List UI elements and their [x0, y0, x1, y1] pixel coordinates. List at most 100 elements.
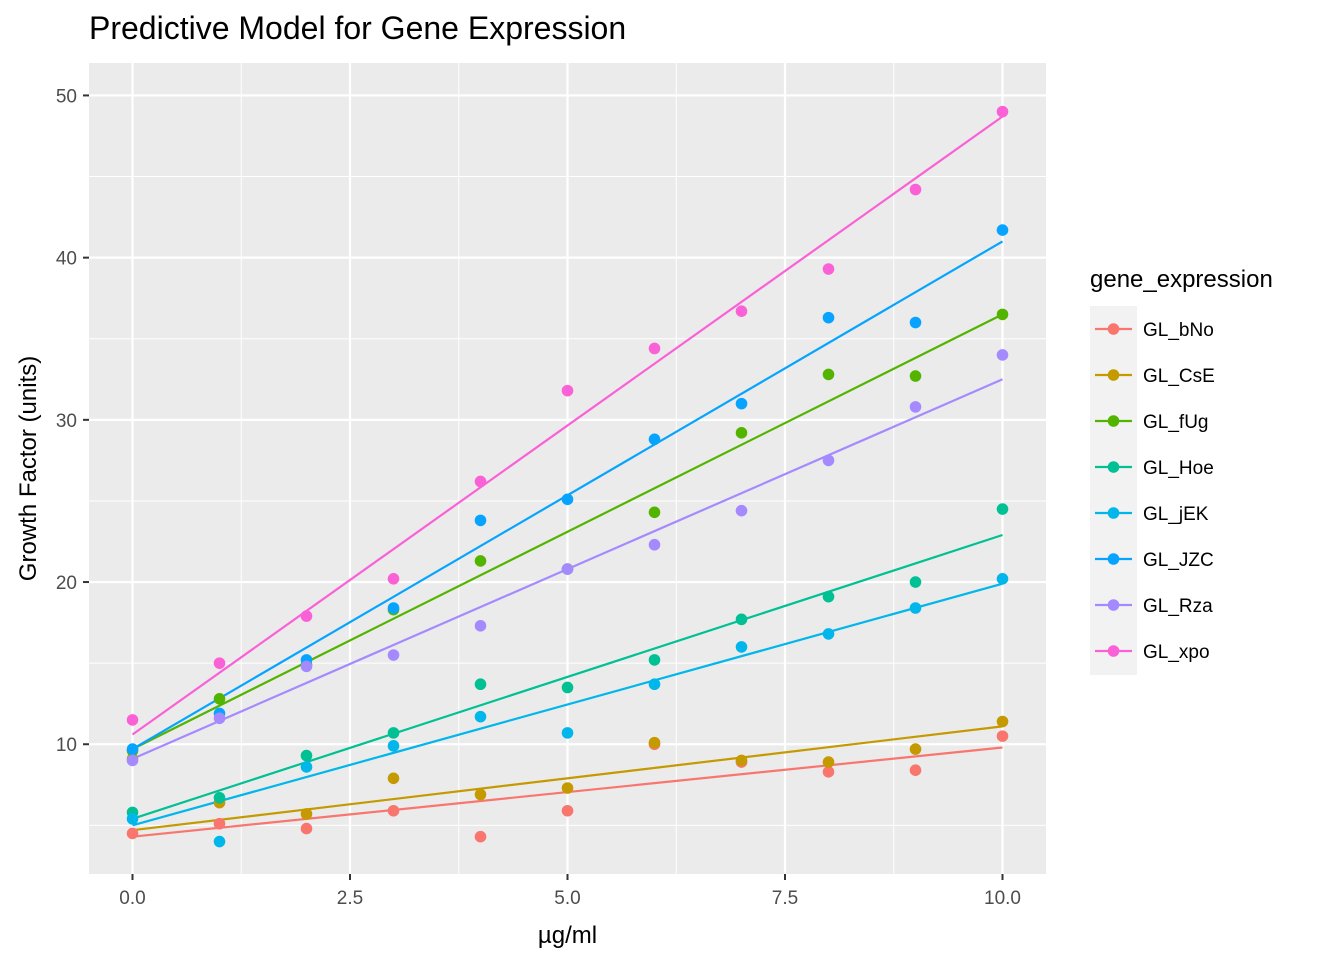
point-GL_Rza [822, 454, 835, 467]
point-GL_xpo [126, 714, 139, 726]
legend-label-GL_xpo: GL_xpo [1143, 642, 1210, 663]
point-GL_Rza [735, 504, 748, 517]
point-GL_bNo [474, 830, 487, 843]
x-axis-title: µg/ml [538, 922, 597, 949]
point-GL_jEK [822, 628, 835, 640]
legend-key-point-GL_jEK [1107, 507, 1120, 519]
chart-title: Predictive Model for Gene Expression [89, 10, 626, 46]
fit-line-GL_fUg [132, 313, 1003, 751]
legend: GL_bNo GL_CsE GL_fUg GL_Hoe GL_jEK GL_JZC GL_R… [1095, 320, 1215, 663]
point-GL_bNo [126, 827, 139, 840]
point-GL_Hoe [648, 654, 661, 666]
x-tick-label: 0.0 [119, 888, 145, 909]
legend-key-point-GL_CsE [1107, 369, 1120, 381]
legend-label-GL_JZC: GL_JZC [1143, 550, 1214, 571]
point-GL_Rza [387, 649, 400, 661]
legend-label-GL_bNo: GL_bNo [1143, 320, 1214, 341]
legend-key-point-GL_Rza [1107, 599, 1120, 611]
point-GL_CsE [561, 782, 574, 794]
point-GL_fUg [213, 693, 226, 705]
y-tick-label: 20 [56, 573, 77, 594]
point-GL_Hoe [822, 590, 835, 603]
point-GL_JZC [822, 311, 835, 324]
point-GL_jEK [996, 572, 1009, 585]
point-GL_JZC [648, 433, 661, 446]
point-GL_bNo [561, 804, 574, 817]
point-GL_Rza [561, 563, 574, 575]
point-GL_fUg [822, 368, 835, 381]
point-GL_xpo [648, 342, 661, 355]
point-GL_Hoe [387, 727, 400, 739]
fit-line-GL_jEK [132, 582, 1003, 827]
point-GL_CsE [474, 788, 487, 801]
point-GL_fUg [909, 370, 922, 382]
point-GL_fUg [474, 555, 487, 567]
point-GL_Rza [300, 660, 313, 673]
point-GL_fUg [735, 427, 748, 439]
point-GL_JZC [126, 743, 139, 755]
legend-label-GL_Rza: GL_Rza [1143, 596, 1213, 617]
point-GL_JZC [909, 316, 922, 329]
x-tick-label: 7.5 [772, 888, 798, 909]
point-GL_Rza [648, 538, 661, 551]
point-GL_jEK [735, 641, 748, 653]
y-axis: 10 20 30 40 50 [56, 86, 89, 756]
y-tick-label: 40 [56, 249, 77, 270]
y-tick-label: 50 [56, 86, 77, 107]
point-GL_Hoe [996, 503, 1009, 515]
y-axis-title: Growth Factor (units) [15, 356, 42, 581]
y-tick-label: 10 [56, 735, 77, 756]
x-tick-label: 5.0 [554, 888, 580, 909]
point-GL_jEK [474, 710, 487, 723]
point-GL_CsE [909, 743, 922, 755]
point-GL_bNo [213, 817, 226, 830]
fit-line-GL_Hoe [132, 533, 1003, 820]
point-GL_Rza [213, 712, 226, 725]
y-tick-label: 30 [56, 411, 77, 432]
fit-lines [131, 115, 1004, 838]
point-GL_JZC [561, 493, 574, 506]
point-GL_xpo [735, 305, 748, 317]
point-GL_bNo [909, 764, 922, 776]
point-GL_bNo [300, 822, 313, 835]
legend-label-GL_fUg: GL_fUg [1143, 412, 1208, 433]
grid [89, 63, 1046, 874]
legend-key-point-GL_bNo [1107, 323, 1120, 335]
point-GL_xpo [822, 263, 835, 275]
point-GL_xpo [213, 657, 226, 669]
fit-line-GL_xpo [131, 115, 1004, 736]
point-GL_CsE [300, 808, 313, 820]
point-GL_Rza [996, 349, 1009, 361]
point-GL_JZC [387, 602, 400, 614]
point-GL_fUg [996, 308, 1009, 321]
point-GL_Rza [909, 401, 922, 413]
point-GL_Rza [474, 620, 487, 632]
point-GL_jEK [909, 602, 922, 614]
point-GL_bNo [387, 804, 400, 817]
point-GL_Hoe [474, 678, 487, 691]
legend-key-point-GL_JZC [1107, 553, 1120, 565]
point-GL_xpo [561, 384, 574, 397]
x-tick-label: 10.0 [984, 888, 1021, 909]
point-GL_bNo [996, 730, 1009, 742]
legend-key-background [1090, 306, 1137, 675]
point-GL_xpo [996, 105, 1009, 118]
x-axis: 0.0 2.5 5.0 7.5 10.0 [119, 874, 1021, 909]
legend-label-GL_CsE: GL_CsE [1143, 366, 1215, 387]
point-GL_Hoe [735, 613, 748, 626]
point-GL_jEK [300, 761, 313, 773]
legend-key-point-GL_Hoe [1107, 461, 1120, 473]
legend-title: gene_expression [1090, 266, 1273, 293]
point-GL_jEK [648, 678, 661, 691]
point-GL_Hoe [561, 681, 574, 694]
point-GL_Hoe [300, 749, 313, 762]
point-GL_xpo [300, 610, 313, 622]
point-GL_xpo [474, 475, 487, 488]
point-GL_CsE [996, 715, 1009, 728]
legend-label-GL_Hoe: GL_Hoe [1143, 458, 1214, 479]
legend-key-point-GL_fUg [1107, 415, 1120, 427]
point-GL_fUg [648, 506, 661, 519]
x-tick-label: 2.5 [337, 888, 363, 909]
point-GL_jEK [213, 835, 226, 848]
